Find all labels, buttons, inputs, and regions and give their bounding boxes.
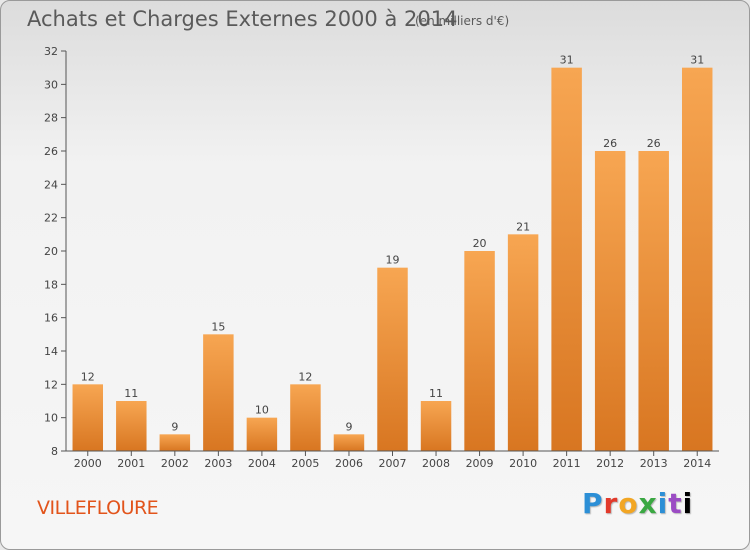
bar-value-label: 12 <box>81 370 95 383</box>
y-tick-label: 16 <box>44 312 58 325</box>
y-tick-label: 28 <box>44 112 58 125</box>
bar-value-label: 20 <box>473 237 487 250</box>
x-tick-label: 2006 <box>335 457 363 470</box>
bar-value-label: 19 <box>386 254 400 267</box>
bar <box>507 234 539 451</box>
bar-value-label: 11 <box>429 387 443 400</box>
bar-value-label: 10 <box>255 404 269 417</box>
y-tick-label: 26 <box>44 145 58 158</box>
bar-value-label: 9 <box>345 420 352 433</box>
bar <box>246 417 278 451</box>
commune-name: VILLEFLOURE <box>37 497 159 519</box>
x-tick-label: 2014 <box>683 457 711 470</box>
x-tick-label: 2008 <box>422 457 450 470</box>
bar <box>72 384 104 451</box>
bar <box>377 267 408 451</box>
bar <box>420 401 452 451</box>
x-tick-label: 2013 <box>640 457 668 470</box>
x-tick-label: 2003 <box>204 457 232 470</box>
bar-value-label: 11 <box>124 387 138 400</box>
bar-value-label: 21 <box>516 220 530 233</box>
y-tick-label: 18 <box>44 278 58 291</box>
y-tick-label: 14 <box>44 345 58 358</box>
bar-value-label: 31 <box>690 54 704 67</box>
bar <box>551 67 582 452</box>
bar <box>681 67 713 452</box>
bar-value-label: 26 <box>647 137 661 150</box>
bar-value-label: 12 <box>298 370 312 383</box>
proxiti-logo: Proxiti <box>582 487 694 520</box>
bar-value-label: 15 <box>211 320 225 333</box>
x-tick-label: 2011 <box>553 457 581 470</box>
bar <box>159 434 191 451</box>
x-tick-label: 2010 <box>509 457 537 470</box>
x-tick-label: 2004 <box>248 457 276 470</box>
x-tick-label: 2005 <box>291 457 319 470</box>
x-tick-label: 2002 <box>161 457 189 470</box>
bar <box>464 251 495 451</box>
y-tick-label: 10 <box>44 412 58 425</box>
bar <box>290 384 321 451</box>
chart-title: Achats et Charges Externes 2000 à 2014 <box>27 7 458 31</box>
bar <box>203 334 234 451</box>
y-tick-label: 24 <box>44 178 58 191</box>
bar-value-label: 26 <box>603 137 617 150</box>
x-tick-label: 2009 <box>466 457 494 470</box>
x-tick-label: 2001 <box>117 457 145 470</box>
bar <box>638 151 669 451</box>
y-tick-label: 22 <box>44 212 58 225</box>
y-tick-label: 12 <box>44 378 58 391</box>
bar <box>594 151 626 451</box>
y-tick-label: 32 <box>44 45 58 58</box>
x-tick-label: 2000 <box>74 457 102 470</box>
y-tick-label: 30 <box>44 78 58 91</box>
x-tick-label: 2007 <box>379 457 407 470</box>
bar <box>333 434 365 451</box>
chart-unit-label: (en milliers d'€) <box>415 14 510 28</box>
bar-value-label: 9 <box>171 420 178 433</box>
y-tick-label: 20 <box>44 245 58 258</box>
bar-value-label: 31 <box>560 54 574 67</box>
bar <box>116 401 147 451</box>
x-tick-label: 2012 <box>596 457 624 470</box>
y-tick-label: 8 <box>51 445 58 458</box>
